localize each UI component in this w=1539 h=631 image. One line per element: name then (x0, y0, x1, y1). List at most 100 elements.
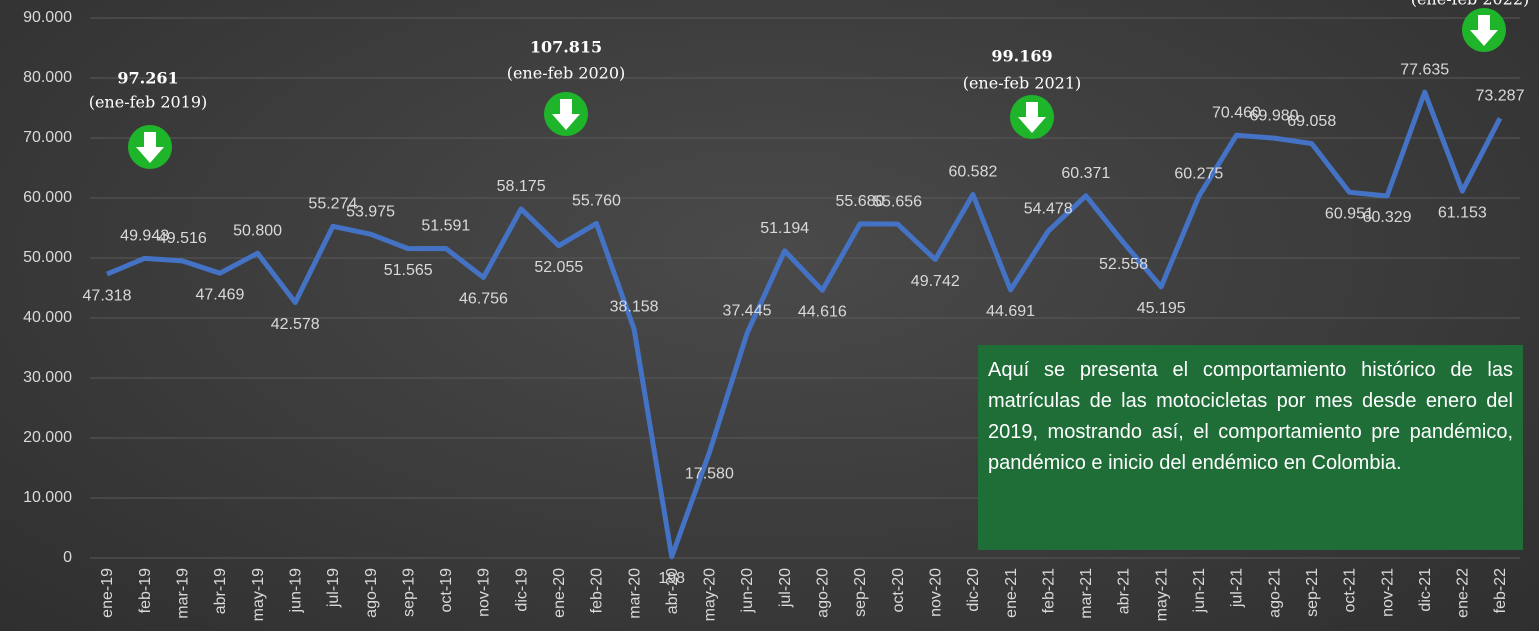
data-label: 47.318 (83, 287, 132, 304)
data-label: 60.371 (1061, 165, 1110, 182)
x-tick-label: sep-21 (1304, 568, 1321, 617)
data-label: 77.635 (1400, 61, 1449, 78)
data-label: 49.742 (911, 273, 960, 290)
data-label: 17.580 (685, 466, 734, 483)
data-label: 61.153 (1438, 204, 1487, 221)
x-tick-label: mar-19 (175, 568, 192, 619)
data-label: 49.943 (120, 228, 169, 245)
annotation-period: (ene-feb 2020) (507, 64, 626, 83)
grid: 0 10.000 20.000 30.000 40.000 50.000 60.000 70.… (23, 9, 1520, 621)
x-tick-label: ene-21 (1003, 568, 1020, 618)
x-tick-label: jul-20 (777, 568, 794, 608)
x-tick-label: may-20 (702, 568, 719, 621)
x-tick-label: sep-19 (400, 568, 417, 617)
data-label: 55.680 (836, 193, 885, 210)
x-tick-label: ago-20 (815, 568, 832, 618)
annotation-value: 97.261 (117, 69, 178, 88)
y-tick-label: 70.000 (23, 129, 72, 146)
data-label: 52.055 (534, 259, 583, 276)
data-label: 55.656 (873, 193, 922, 210)
data-label: 54.478 (1024, 200, 1073, 217)
data-label: 46.756 (459, 291, 508, 308)
data-label: 42.578 (271, 316, 320, 333)
x-tick-label: dic-20 (965, 568, 982, 612)
annotation-value: 107.815 (530, 38, 602, 57)
x-tick-label: ene-20 (551, 568, 568, 618)
x-tick-label: dic-21 (1417, 568, 1434, 612)
data-label: 51.194 (760, 220, 809, 237)
y-tick-label: 30.000 (23, 369, 72, 386)
data-label: 70.460 (1212, 104, 1261, 121)
x-tick-label: oct-20 (890, 568, 907, 613)
y-tick-label: 40.000 (23, 309, 72, 326)
y-tick-label: 10.000 (23, 489, 72, 506)
data-label: 55.274 (308, 196, 357, 213)
data-label: 60.582 (948, 164, 997, 181)
annotation-period: (ene-feb 2022) (1411, 0, 1530, 9)
x-tick-label: nov-21 (1379, 568, 1396, 617)
x-tick-label: nov-20 (927, 568, 944, 617)
y-tick-label: 20.000 (23, 429, 72, 446)
x-tick-label: feb-22 (1492, 568, 1509, 613)
x-tick-label: feb-20 (589, 568, 606, 613)
annotation-value: 99.169 (991, 47, 1052, 66)
data-label: 44.616 (798, 304, 847, 321)
data-label: 38.158 (610, 298, 659, 315)
x-tick-label: jul-21 (1229, 568, 1246, 608)
x-tick-label: sep-20 (852, 568, 869, 617)
data-label: 51.565 (384, 262, 433, 279)
x-tick-label: feb-21 (1040, 568, 1057, 613)
x-tick-label: feb-19 (137, 568, 154, 613)
x-tick-label: ene-22 (1455, 568, 1472, 618)
data-label: 50.800 (233, 222, 282, 239)
data-label: 198 (658, 570, 685, 587)
y-tick-label: 0 (63, 549, 72, 566)
data-label: 49.516 (158, 230, 207, 247)
data-label: 55.760 (572, 193, 621, 210)
data-label: 58.175 (497, 178, 546, 195)
x-tick-label: dic-19 (513, 568, 530, 612)
arrow-icon (544, 92, 588, 136)
x-tick-label: mar-20 (626, 568, 643, 619)
x-tick-label: ago-19 (363, 568, 380, 618)
x-tick-label: jun-19 (287, 568, 304, 614)
data-label: 73.287 (1476, 87, 1525, 104)
x-tick-label: may-21 (1153, 568, 1170, 621)
data-label: 45.195 (1137, 300, 1186, 317)
line-series (106, 89, 1503, 560)
x-tick-label: nov-19 (476, 568, 493, 617)
data-label: 60.329 (1363, 209, 1412, 226)
arrow-icon (1462, 8, 1506, 52)
arrow-icon (128, 125, 172, 169)
note-box: Aquí se presenta el comportamiento histó… (978, 345, 1523, 550)
x-tick-label: jun-20 (739, 568, 756, 614)
data-label: 53.975 (346, 203, 395, 220)
arrow-icon (1010, 95, 1054, 139)
x-tick-label: may-19 (250, 568, 267, 621)
data-label: 44.691 (986, 303, 1035, 320)
data-label: 52.558 (1099, 256, 1148, 273)
x-tick-label: abr-21 (1116, 568, 1133, 614)
x-tick-label: oct-19 (438, 568, 455, 613)
y-tick-label: 50.000 (23, 249, 72, 266)
data-label: 47.469 (195, 286, 244, 303)
y-tick-label: 80.000 (23, 69, 72, 86)
x-tick-label: oct-21 (1342, 568, 1359, 613)
y-tick-label: 90.000 (23, 9, 72, 26)
x-tick-label: ago-21 (1266, 568, 1283, 618)
data-label: 60.275 (1174, 166, 1223, 183)
y-tick-label: 60.000 (23, 189, 72, 206)
data-label: 60.951 (1325, 206, 1374, 223)
x-tick-label: ene-19 (99, 568, 116, 618)
data-label: 37.445 (723, 303, 772, 320)
x-tick-label: jul-19 (325, 568, 342, 608)
x-tick-label: mar-21 (1078, 568, 1095, 619)
annotation-period: (ene-feb 2021) (963, 74, 1082, 93)
x-tick-label: abr-20 (664, 568, 681, 614)
data-label: 69.058 (1287, 113, 1336, 130)
data-label: 51.591 (421, 218, 470, 235)
annotation-period: (ene-feb 2019) (89, 93, 208, 112)
x-tick-label: abr-19 (212, 568, 229, 614)
